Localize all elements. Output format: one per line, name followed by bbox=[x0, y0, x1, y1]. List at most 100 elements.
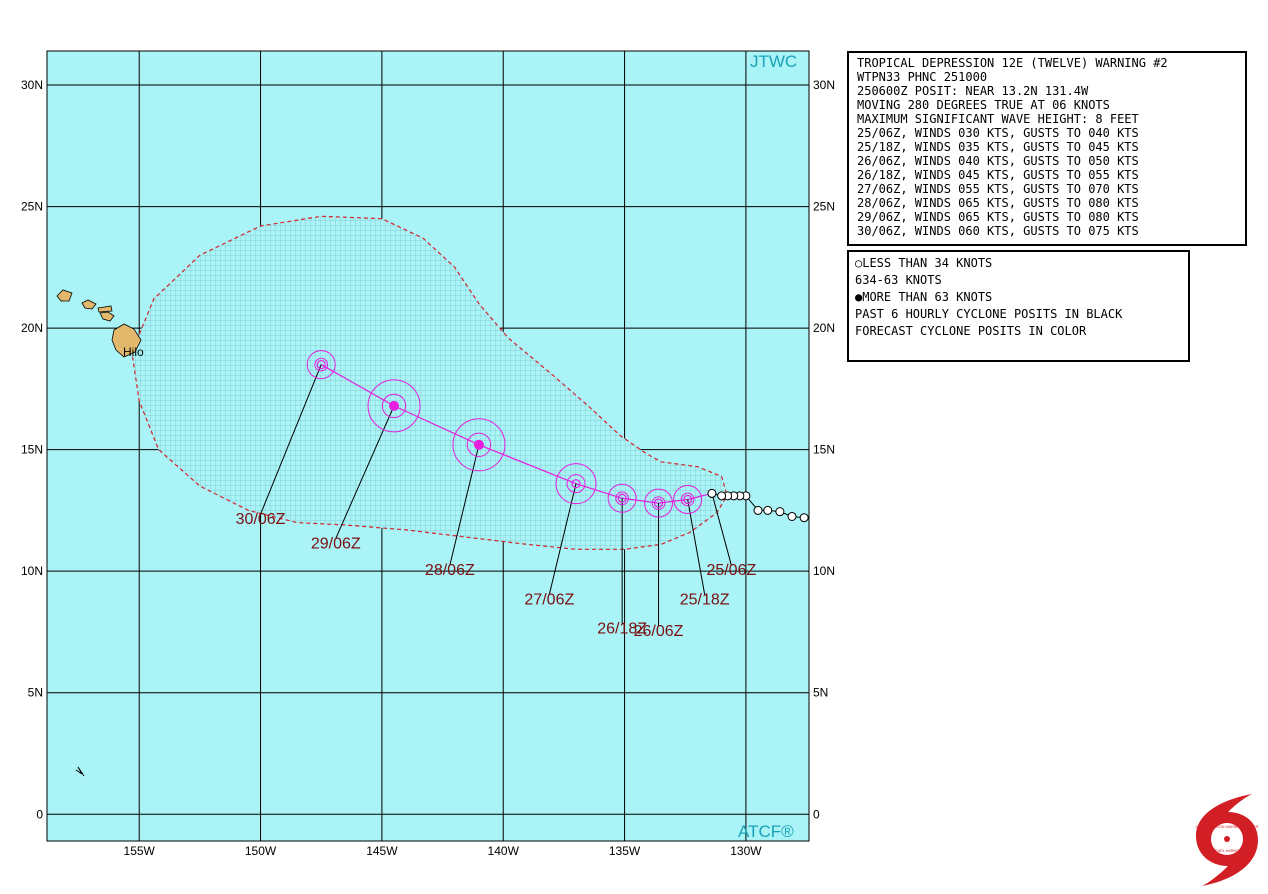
warning-header: WTPN33 PHNC 251000 bbox=[857, 70, 988, 84]
lat-tick-label-right: 25N bbox=[813, 200, 835, 214]
storm-marker bbox=[571, 479, 581, 489]
lon-tick-label: 140W bbox=[488, 844, 520, 858]
circle-icon: ○ bbox=[855, 256, 863, 270]
oahu-island bbox=[81, 299, 97, 310]
kauai-island bbox=[56, 289, 73, 302]
storm-marker bbox=[316, 359, 326, 370]
inner-wind-ring bbox=[466, 432, 492, 457]
dtg-label: 27/06Z bbox=[524, 591, 574, 608]
lat-tick-label-right: 0 bbox=[813, 807, 820, 821]
big-island bbox=[111, 323, 142, 358]
inner-wind-ring bbox=[615, 491, 629, 506]
wind-radius-ring bbox=[367, 379, 421, 433]
warning-info-box: TROPICAL DEPRESSION 12E (TWELVE) WARNING… bbox=[847, 51, 1247, 246]
lat-tick-label-left: 15N bbox=[21, 443, 43, 457]
forecast-winds-line: 26/18Z, WINDS 045 KTS, GUSTS TO 055 KTS bbox=[857, 168, 1139, 182]
wind-radius-ring bbox=[306, 350, 336, 380]
forecast-winds-line: 27/06Z, WINDS 055 KTS, GUSTS TO 070 KTS bbox=[857, 182, 1139, 196]
lat-tick-label-right: 30N bbox=[813, 78, 835, 92]
legend-lt34: ○LESS THAN 34 KNOTS bbox=[855, 256, 993, 270]
legend-34-63: 634-63 KNOTS bbox=[855, 273, 942, 287]
inner-wind-ring bbox=[651, 496, 666, 510]
lat-tick-label-left: 25N bbox=[21, 200, 43, 214]
logo-text-state: HAWAII bbox=[1222, 854, 1233, 858]
jtwc-logo: JOINT TYPHOON WARNING CENTER PEARL HARBO… bbox=[1195, 794, 1259, 886]
molokai-island bbox=[97, 305, 113, 313]
dtg-leader-line bbox=[260, 364, 322, 515]
past-position-marker bbox=[775, 507, 785, 517]
wind-radius-ring bbox=[644, 488, 674, 518]
lat-tick-label-left: 30N bbox=[21, 78, 43, 92]
warning-movement: MOVING 280 DEGREES TRUE AT 06 KNOTS bbox=[857, 98, 1110, 112]
legend-forecast: FORECAST CYCLONE POSITS IN COLOR bbox=[855, 324, 1087, 338]
dtg-leader-line bbox=[687, 499, 706, 595]
typhoon-marker bbox=[473, 439, 484, 450]
warning-position: 250600Z POSIT: NEAR 13.2N 131.4W bbox=[857, 84, 1089, 98]
forecast-winds-line: 29/06Z, WINDS 065 KTS, GUSTS TO 080 KTS bbox=[857, 210, 1139, 224]
legend-past: PAST 6 HOURLY CYCLONE POSITS IN BLACK bbox=[855, 307, 1123, 321]
typhoon-marker bbox=[389, 400, 400, 411]
dtg-label: 25/18Z bbox=[680, 591, 730, 608]
logo-text-bottom: PEARL HARBOR bbox=[1213, 849, 1241, 853]
storm-symbol-icon: 6 bbox=[855, 273, 863, 287]
legend-box: ○LESS THAN 34 KNOTS 634-63 KNOTS ●MORE T… bbox=[847, 250, 1190, 362]
logo-text-top: JOINT TYPHOON WARNING CENTER bbox=[1195, 825, 1258, 829]
past-position-marker bbox=[763, 505, 773, 515]
lat-tick-label-right: 5N bbox=[813, 686, 828, 700]
forecast-position-marker bbox=[707, 488, 717, 498]
storm-marker bbox=[653, 498, 664, 508]
dtg-label: 26/18Z bbox=[597, 621, 647, 638]
dtg-label: 28/06Z bbox=[425, 562, 475, 579]
dtg-label: 26/06Z bbox=[634, 623, 684, 640]
wind-radius-ring bbox=[452, 418, 506, 472]
wind-radius-ring bbox=[673, 484, 703, 514]
past-position-marker bbox=[717, 491, 727, 501]
forecast-winds-line: 25/06Z, WINDS 030 KTS, GUSTS TO 040 KTS bbox=[857, 126, 1139, 140]
past-position-marker bbox=[787, 511, 797, 521]
lon-tick-label: 135W bbox=[609, 844, 641, 858]
legend-gt63: ●MORE THAN 63 KNOTS bbox=[855, 290, 993, 304]
past-position-marker bbox=[753, 505, 763, 515]
inner-wind-ring bbox=[566, 474, 586, 494]
logo-center-icon bbox=[1224, 836, 1230, 842]
inner-wind-ring bbox=[381, 393, 407, 419]
forecast-winds-line: 26/06Z, WINDS 040 KTS, GUSTS TO 050 KTS bbox=[857, 154, 1139, 168]
lon-tick-label: 145W bbox=[366, 844, 398, 858]
software-label: ATCF® bbox=[738, 822, 794, 841]
lat-tick-label-left: 5N bbox=[28, 686, 43, 700]
storm-marker bbox=[617, 493, 627, 503]
inner-wind-ring bbox=[314, 357, 329, 372]
dtg-leader-line bbox=[711, 493, 732, 566]
forecast-track-line bbox=[320, 364, 713, 504]
lat-tick-label-left: 20N bbox=[21, 321, 43, 335]
maui-island bbox=[99, 311, 115, 322]
lon-tick-label: 150W bbox=[245, 844, 277, 858]
lat-tick-label-left: 0 bbox=[36, 807, 43, 821]
forecast-winds-line: 28/06Z, WINDS 065 KTS, GUSTS TO 080 KTS bbox=[857, 196, 1139, 210]
dtg-label: 29/06Z bbox=[311, 535, 361, 552]
dtg-leader-line bbox=[548, 483, 577, 595]
wind-radius-ring bbox=[555, 463, 597, 505]
place-label-hilo: Hilo bbox=[123, 345, 144, 359]
dtg-leader-line bbox=[335, 405, 395, 539]
past-position-marker bbox=[799, 513, 809, 523]
lat-tick-label-right: 10N bbox=[813, 564, 835, 578]
lat-tick-label-right: 15N bbox=[813, 443, 835, 457]
hawaiian-islands bbox=[56, 289, 142, 777]
lat-tick-label-left: 10N bbox=[21, 564, 43, 578]
lon-tick-label: 130W bbox=[730, 844, 762, 858]
forecast-winds-line: 25/18Z, WINDS 035 KTS, GUSTS TO 045 KTS bbox=[857, 140, 1139, 154]
inner-wind-ring bbox=[680, 492, 695, 507]
dtg-label: 30/06Z bbox=[236, 511, 286, 528]
storm-marker bbox=[683, 494, 693, 505]
forecast-winds-line: 30/06Z, WINDS 060 KTS, GUSTS TO 075 KTS bbox=[857, 224, 1139, 238]
lon-tick-label: 155W bbox=[124, 844, 156, 858]
agency-label: JTWC bbox=[750, 52, 797, 71]
dtg-leader-line bbox=[449, 444, 480, 566]
warning-title: TROPICAL DEPRESSION 12E (TWELVE) WARNING… bbox=[857, 56, 1168, 70]
typhoon-symbol-icon: ● bbox=[855, 290, 863, 304]
wind-radius-ring bbox=[607, 483, 637, 513]
warning-wave-height: MAXIMUM SIGNIFICANT WAVE HEIGHT: 8 FEET bbox=[857, 112, 1139, 126]
